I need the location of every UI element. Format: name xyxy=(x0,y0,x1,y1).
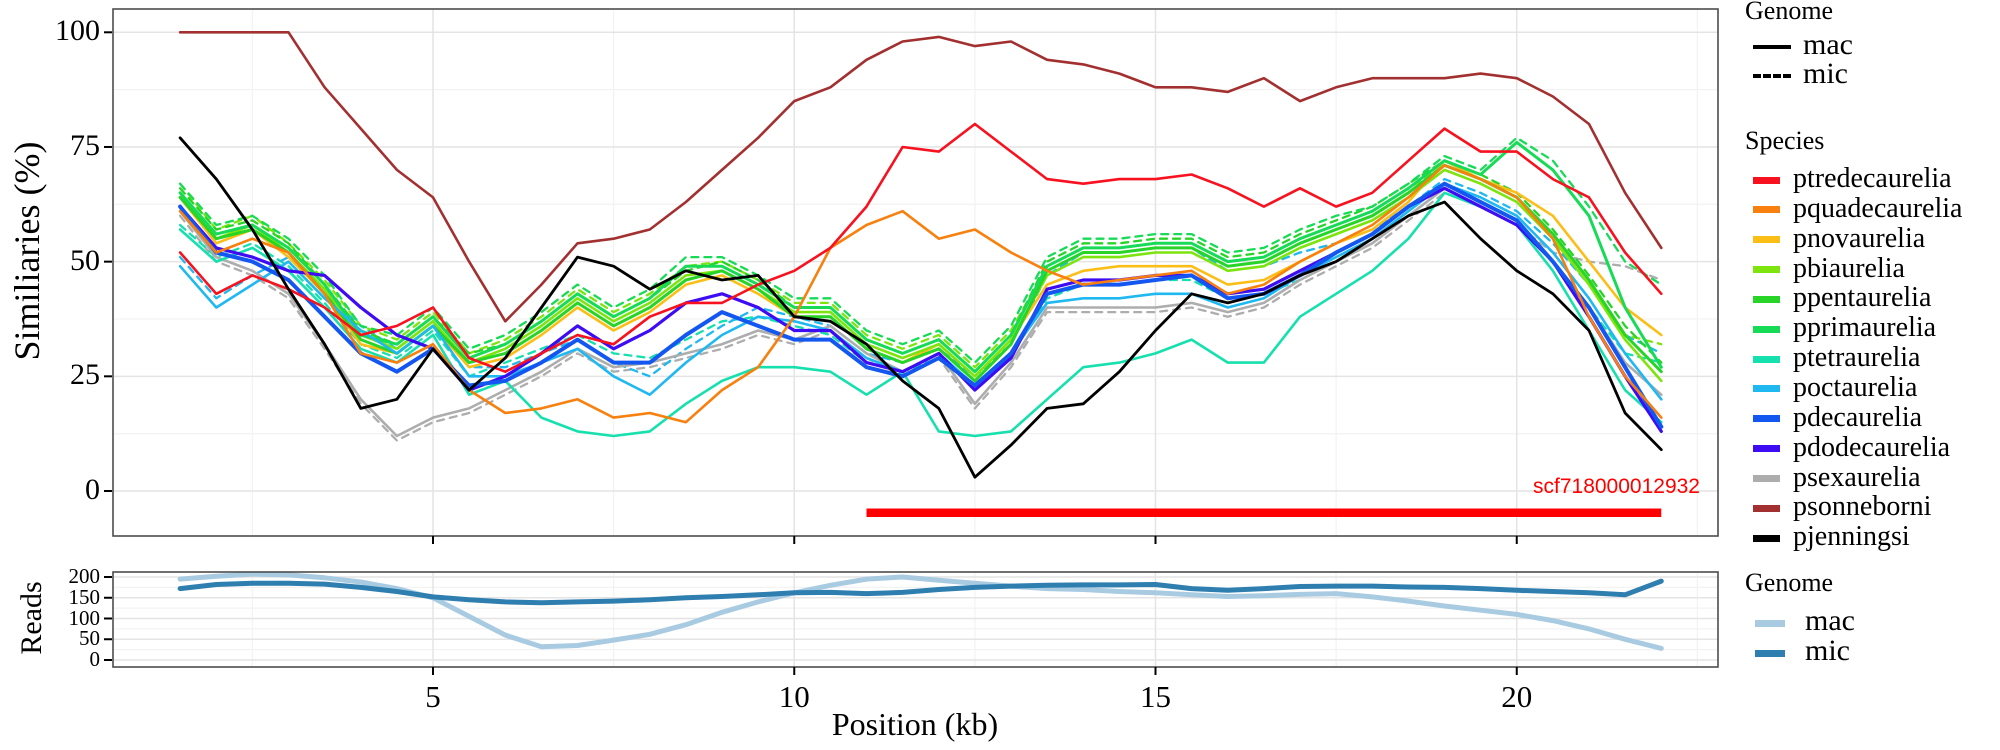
xtick-15: 15 xyxy=(1140,679,1171,714)
series-ptredecaurelia-mac xyxy=(178,122,1663,374)
series-pprimaurelia-mic xyxy=(178,136,1663,364)
legend-reads-swatch-mic-icon xyxy=(1755,649,1785,657)
legend-swatch-pnovaurelia-icon xyxy=(1753,236,1780,244)
legend-species-item-pbiaurelia: pbiaurelia xyxy=(1793,252,1905,284)
series-pdecaurelia-mac xyxy=(178,181,1664,429)
legend-species-item-psexaurelia: psexaurelia xyxy=(1793,461,1921,493)
legend-genome-reads-item-mac: mac xyxy=(1805,604,1855,637)
legend-genome-lines-title: Genome xyxy=(1745,0,1834,25)
reads-ytick-100: 100 xyxy=(68,605,101,630)
series-psexaurelia-mic xyxy=(178,191,1663,442)
legend-swatch-pdodecaurelia-icon xyxy=(1753,445,1780,453)
series-pquadecaurelia-mac xyxy=(178,164,1663,424)
similarity-ytick-25: 25 xyxy=(70,358,100,392)
legend-swatch-ppentaurelia-icon xyxy=(1753,295,1780,303)
series-ptetraurelia-mic xyxy=(178,187,1663,387)
legend-key-mac-solid-icon xyxy=(1753,45,1791,49)
legend-species-title: Species xyxy=(1745,126,1825,155)
series-pprimaurelia-mac xyxy=(178,140,1663,374)
series-psonneborni-mac xyxy=(178,30,1663,323)
legend-genome-reads-item-mic: mic xyxy=(1805,634,1850,667)
legend-swatch-pbiaurelia-icon xyxy=(1753,266,1780,274)
legend-species-item-pdodecaurelia: pdodecaurelia xyxy=(1793,431,1951,463)
legend-key-mic-dashed-icon xyxy=(1753,74,1791,78)
scaffold-annotation-label: scf718000012932 xyxy=(1533,475,1700,498)
legend-species-item-pquadecaurelia: pquadecaurelia xyxy=(1793,192,1963,224)
reads-ytick-150: 150 xyxy=(68,584,101,609)
similarity-panel xyxy=(113,9,1718,536)
legend-swatch-poctaurelia-icon xyxy=(1753,385,1780,393)
similarity-ytick-50: 50 xyxy=(70,243,100,277)
legend-reads-swatch-mac-icon xyxy=(1755,619,1785,627)
legend-swatch-psonneborni-icon xyxy=(1753,504,1780,512)
legend-swatch-pjenningsi-icon xyxy=(1753,534,1780,542)
xtick-20: 20 xyxy=(1501,679,1533,714)
xtick-5: 5 xyxy=(425,679,441,714)
reads-ytick-0: 0 xyxy=(89,647,101,671)
legend-genome-reads-title: Genome xyxy=(1745,568,1834,597)
series-ptetraurelia-mac xyxy=(178,191,1663,438)
legend-species-item-psonneborni: psonneborni xyxy=(1793,491,1932,523)
legend-genome-lines-item-mic: mic xyxy=(1803,57,1848,90)
legend-species-item-ptetraurelia: ptetraurelia xyxy=(1793,342,1921,374)
reads-ytick-200: 200 xyxy=(68,564,101,588)
legend-species-item-pnovaurelia: pnovaurelia xyxy=(1793,222,1926,254)
reads-series-mic xyxy=(177,578,1664,606)
legend-species-item-ppentaurelia: ppentaurelia xyxy=(1793,282,1932,314)
legend-species-item-poctaurelia: poctaurelia xyxy=(1793,371,1918,403)
similarity-ytick-0: 0 xyxy=(85,473,100,506)
similarity-ytick-75: 75 xyxy=(70,128,100,162)
series-pjenningsi-mac xyxy=(178,136,1663,479)
reads-ytick-50: 50 xyxy=(79,626,100,651)
legend-species-item-pjenningsi: pjenningsi xyxy=(1793,521,1910,553)
legend-species-item-pdecaurelia: pdecaurelia xyxy=(1793,401,1923,433)
similarity-ytick-100: 100 xyxy=(55,14,100,48)
legend-swatch-psexaurelia-icon xyxy=(1753,475,1780,482)
legend-swatch-pdecaurelia-icon xyxy=(1753,415,1780,423)
x-axis-title: Position (kb) xyxy=(831,706,999,742)
scaffold-annotation-bar xyxy=(866,508,1662,517)
legend-swatch-pprimaurelia-icon xyxy=(1753,325,1780,333)
legend-genome-lines-item-mac: mac xyxy=(1803,28,1853,61)
xtick-10: 10 xyxy=(778,679,810,714)
legend-swatch-ptetraurelia-icon xyxy=(1753,355,1780,363)
legend-species-item-ptredecaurelia: ptredecaurelia xyxy=(1793,163,1952,194)
legend-swatch-ptredecaurelia-icon xyxy=(1753,176,1780,184)
legend-species-item-pprimaurelia: pprimaurelia xyxy=(1793,312,1937,344)
legend-swatch-pquadecaurelia-icon xyxy=(1753,206,1780,214)
